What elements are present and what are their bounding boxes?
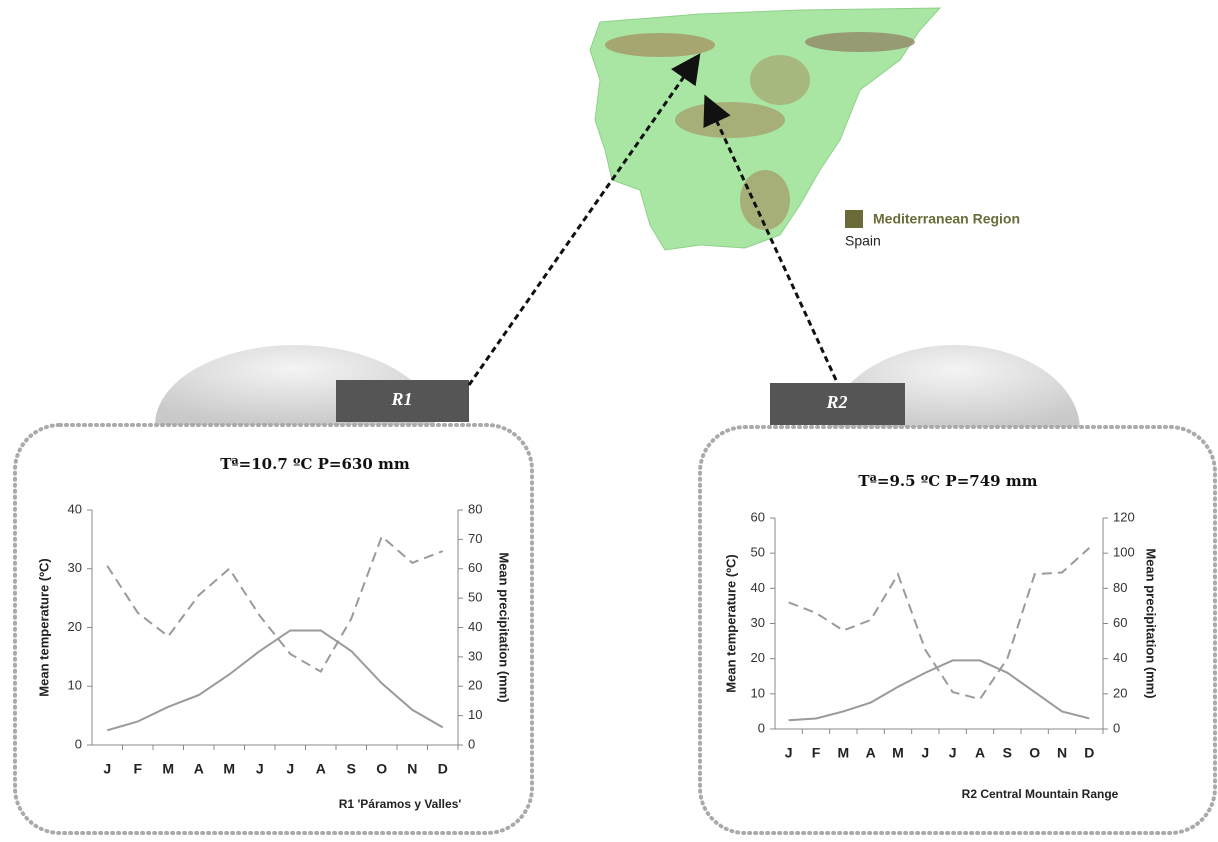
- caption: R1 'Páramos y Valles': [339, 797, 462, 811]
- x-tick-label: F: [133, 761, 142, 777]
- y2-tick-label: 100: [1113, 545, 1135, 560]
- map-legend: Mediterranean Region: [873, 211, 1020, 227]
- y-tick-label: 50: [751, 545, 765, 560]
- y-tick-label: 20: [68, 619, 82, 634]
- x-tick-label: S: [1003, 745, 1012, 761]
- x-tick-label: J: [286, 761, 294, 777]
- y-tick-label: 40: [751, 580, 765, 595]
- y2-tick-label: 40: [468, 619, 482, 634]
- y-tick-label: 30: [68, 560, 82, 575]
- x-tick-label: J: [103, 761, 111, 777]
- x-tick-label: M: [837, 745, 849, 761]
- y-tick-label: 30: [751, 615, 765, 630]
- map-label: Spain: [845, 233, 881, 249]
- y2-tick-label: 70: [468, 531, 482, 546]
- x-tick-label: M: [223, 761, 235, 777]
- y-axis-label: Mean temperature (ºC): [723, 554, 738, 692]
- x-tick-label: A: [866, 745, 876, 761]
- y2-axis-label: Mean precipitation (mm): [497, 552, 512, 702]
- x-tick-label: M: [892, 745, 904, 761]
- x-tick-label: J: [785, 745, 793, 761]
- y2-tick-label: 20: [1113, 685, 1127, 700]
- y-tick-label: 60: [751, 509, 765, 524]
- x-tick-label: D: [438, 761, 448, 777]
- y2-tick-label: 50: [468, 590, 482, 605]
- y2-tick-label: 10: [468, 707, 482, 722]
- badge: R2: [825, 392, 847, 412]
- y-axis-label: Mean temperature (ºC): [36, 558, 51, 696]
- x-tick-label: A: [975, 745, 985, 761]
- y2-axis-label: Mean precipitation (mm): [1144, 548, 1159, 698]
- y-tick-label: 0: [75, 736, 82, 751]
- figure: Mediterranean Region Spain R1 R2 Tª=10.7…: [0, 0, 1218, 837]
- y2-tick-label: 20: [468, 678, 482, 693]
- y2-tick-label: 0: [1113, 720, 1120, 735]
- x-tick-label: F: [812, 745, 821, 761]
- x-tick-label: A: [194, 761, 204, 777]
- y-tick-label: 20: [751, 650, 765, 665]
- x-tick-label: O: [376, 761, 387, 777]
- x-tick-label: N: [407, 761, 417, 777]
- x-tick-label: A: [316, 761, 326, 777]
- y2-tick-label: 80: [468, 501, 482, 516]
- x-tick-label: N: [1057, 745, 1067, 761]
- y2-tick-label: 0: [468, 736, 475, 751]
- x-tick-label: D: [1084, 745, 1094, 761]
- x-tick-label: O: [1029, 745, 1040, 761]
- y2-tick-label: 60: [1113, 615, 1127, 630]
- chart-title: Tª=10.7 ºC P=630 mm: [220, 455, 410, 473]
- x-tick-label: J: [256, 761, 264, 777]
- y-tick-label: 10: [751, 685, 765, 700]
- y-tick-label: 0: [758, 720, 765, 735]
- y-tick-label: 10: [68, 678, 82, 693]
- caption: R2 Central Mountain Range: [962, 787, 1119, 801]
- x-tick-label: M: [162, 761, 174, 777]
- y2-tick-label: 60: [468, 560, 482, 575]
- chart-title: Tª=9.5 ºC P=749 mm: [858, 472, 1037, 490]
- y2-tick-label: 30: [468, 648, 482, 663]
- x-tick-label: S: [347, 761, 356, 777]
- y2-tick-label: 40: [1113, 650, 1127, 665]
- badge: R1: [390, 389, 412, 409]
- y2-tick-label: 80: [1113, 580, 1127, 595]
- panel: [15, 425, 532, 833]
- y2-tick-label: 120: [1113, 509, 1135, 524]
- y-tick-label: 40: [68, 501, 82, 516]
- x-tick-label: J: [921, 745, 929, 761]
- x-tick-label: J: [949, 745, 957, 761]
